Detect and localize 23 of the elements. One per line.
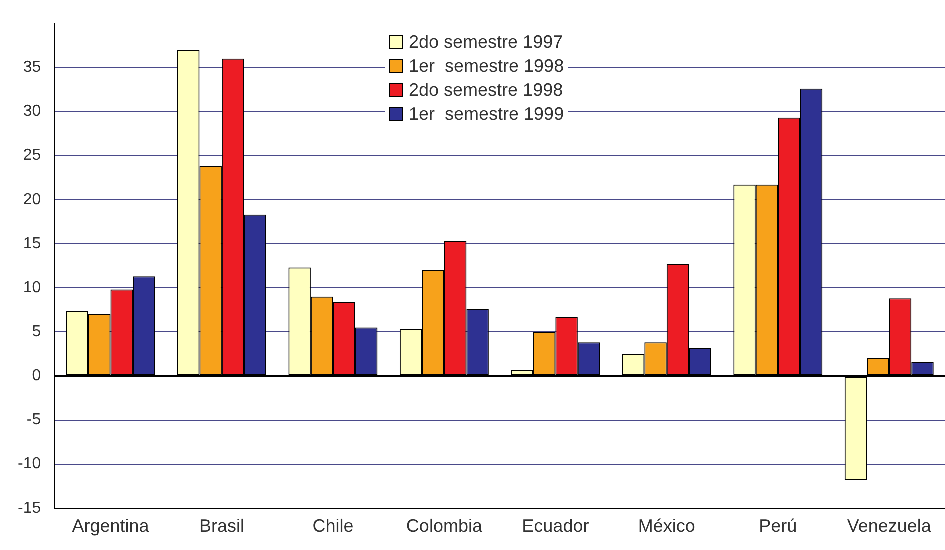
x-tick-label: Perú [759,516,798,536]
legend-label: 2do semestre 1998 [409,80,564,100]
x-tick-label: Colombia [406,516,484,536]
y-tick-label: -5 [26,412,42,429]
y-tick-label: 30 [23,103,42,120]
legend-label: 1er semestre 1998 [409,56,564,76]
y-tick-label: -15 [18,500,42,517]
y-tick-label: 35 [23,59,42,76]
x-tick-label: México [638,516,696,536]
y-tick-label: 25 [23,147,42,164]
y-tick-label: 10 [23,279,42,296]
y-tick-label: 0 [32,368,42,385]
x-tick-label: Venezuela [847,516,932,536]
legend-label: 2do semestre 1997 [409,32,564,52]
y-tick-label: -10 [18,456,42,473]
y-tick-label: 15 [23,235,42,252]
y-tick-label: 5 [32,324,42,341]
legend-label: 1er semestre 1999 [409,104,564,124]
x-tick-label: Brasil [199,516,244,536]
y-tick-label: 20 [23,191,42,208]
x-tick-label: Argentina [72,516,150,536]
x-tick-label: Ecuador [522,516,590,536]
x-tick-label: Chile [312,516,354,536]
